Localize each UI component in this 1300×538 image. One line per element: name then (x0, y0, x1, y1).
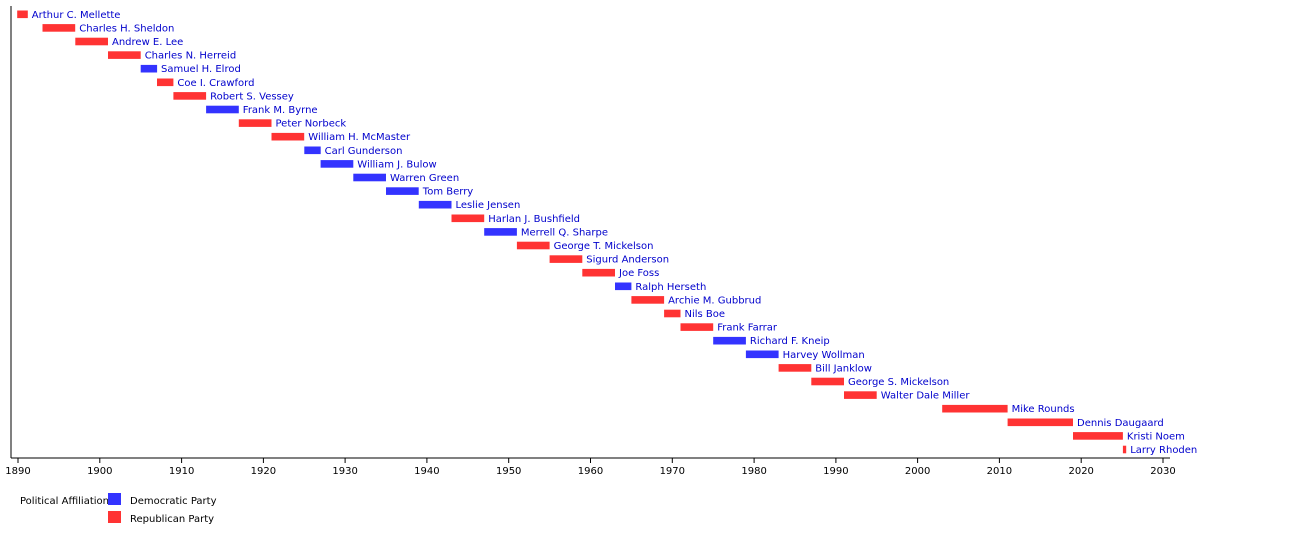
bar-label-william-j-bulow: William J. Bulow (357, 159, 436, 170)
bar-bill-janklow (778, 364, 812, 372)
bar-carl-gunderson (304, 146, 321, 155)
bar-label-larry-rhoden: Larry Rhoden (1130, 445, 1197, 456)
bar-leslie-jensen (418, 200, 452, 209)
bar-label-george-s-mickelson: George S. Mickelson (848, 377, 949, 388)
bar-label-arthur-c-mellette: Arthur C. Mellette (32, 10, 121, 21)
bar-label-frank-farrar: Frank Farrar (717, 323, 778, 334)
x-tick-label-1910: 1910 (169, 466, 194, 477)
legend-label-republican: Republican Party (130, 514, 214, 525)
bar-robert-s-vessey (173, 92, 207, 100)
x-tick-label-1890: 1890 (5, 466, 30, 477)
bar-ralph-herseth (615, 282, 632, 291)
x-tick-label-1930: 1930 (332, 466, 357, 477)
bar-frank-farrar (680, 323, 714, 331)
bar-larry-rhoden (1122, 445, 1127, 454)
x-tick-label-1960: 1960 (578, 466, 603, 477)
bar-label-warren-green: Warren Green (390, 173, 459, 184)
bar-label-richard-f-kneip: Richard F. Kneip (750, 336, 830, 347)
bar-charles-n-herreid (108, 51, 141, 59)
bar-label-nils-boe: Nils Boe (685, 309, 726, 320)
bar-william-h-mcmaster (271, 132, 305, 141)
bar-peter-norbeck (238, 119, 272, 127)
bar-label-bill-janklow: Bill Janklow (815, 363, 872, 374)
bar-nils-boe (664, 309, 681, 318)
x-tick-label-2010: 2010 (987, 466, 1012, 477)
bar-dennis-daugaard (1007, 418, 1073, 427)
bar-kristi-noem (1073, 432, 1123, 440)
bar-label-kristi-noem: Kristi Noem (1127, 431, 1185, 442)
bar-label-sigurd-anderson: Sigurd Anderson (586, 255, 669, 266)
bar-label-archie-m-gubbrud: Archie M. Gubbrud (668, 295, 761, 306)
bar-george-t-mickelson (516, 241, 550, 250)
legend-title: Political Affiliation: (20, 496, 112, 507)
bar-label-charles-n-herreid: Charles N. Herreid (145, 51, 237, 62)
bar-label-walter-dale-miller: Walter Dale Miller (881, 391, 971, 402)
bar-label-samuel-h-elrod: Samuel H. Elrod (161, 64, 241, 75)
x-tick-label-2000: 2000 (905, 466, 930, 477)
bar-samuel-h-elrod (140, 64, 158, 73)
x-tick-label-1970: 1970 (660, 466, 685, 477)
bar-archie-m-gubbrud (631, 296, 665, 304)
bar-sigurd-anderson (549, 255, 583, 263)
bar-william-j-bulow (320, 160, 354, 168)
legend: Political Affiliation: Democratic Party … (20, 493, 217, 525)
x-tick-label-1900: 1900 (87, 466, 112, 477)
bar-label-ralph-herseth: Ralph Herseth (635, 282, 706, 293)
bar-richard-f-kneip (713, 336, 746, 345)
legend-swatch-republican (108, 511, 121, 523)
bar-label-peter-norbeck: Peter Norbeck (276, 119, 347, 130)
bar-charles-h-sheldon (42, 24, 76, 32)
bar-tom-berry (386, 187, 419, 195)
bar-label-merrell-q-sharpe: Merrell Q. Sharpe (521, 227, 608, 238)
bar-arthur-c-mellette (17, 10, 28, 19)
bar-walter-dale-miller (844, 391, 877, 399)
bar-andrew-e-lee (75, 37, 108, 46)
x-tick-label-1950: 1950 (496, 466, 521, 477)
bar-harlan-j-bushfield (451, 214, 485, 223)
bar-label-joe-foss: Joe Foss (618, 268, 659, 279)
bar-label-mike-rounds: Mike Rounds (1012, 404, 1075, 415)
x-tick-label-1920: 1920 (251, 466, 276, 477)
bar-merrell-q-sharpe (484, 228, 517, 236)
bar-label-george-t-mickelson: George T. Mickelson (554, 241, 654, 252)
bar-frank-m-byrne (206, 105, 239, 114)
bar-label-william-h-mcmaster: William H. McMaster (308, 132, 411, 143)
bar-label-leslie-jensen: Leslie Jensen (456, 200, 521, 211)
bar-george-s-mickelson (811, 377, 844, 386)
bar-label-coe-i-crawford: Coe I. Crawford (177, 78, 254, 89)
bar-label-charles-h-sheldon: Charles H. Sheldon (79, 23, 174, 34)
x-tick-label-1990: 1990 (823, 466, 848, 477)
bar-label-andrew-e-lee: Andrew E. Lee (112, 37, 183, 48)
bar-label-robert-s-vessey: Robert S. Vessey (210, 91, 294, 102)
legend-label-democratic: Democratic Party (130, 496, 217, 507)
bar-label-harvey-wollman: Harvey Wollman (783, 350, 865, 361)
bar-joe-foss (582, 268, 615, 277)
x-tick-label-1940: 1940 (414, 466, 439, 477)
bars-group: Arthur C. Mellette Charles H. Sheldon Andr… (17, 10, 1197, 456)
bar-label-dennis-daugaard: Dennis Daugaard (1077, 418, 1164, 429)
x-axis-ticks: 1890 1900 1910 1920 1930 1940 1950 1960 1970 1980… (5, 458, 1176, 477)
bar-coe-i-crawford (157, 78, 174, 87)
bar-mike-rounds (942, 404, 1008, 413)
bar-harvey-wollman (745, 350, 779, 359)
x-tick-label-2030: 2030 (1150, 466, 1175, 477)
legend-swatch-democratic (108, 493, 121, 505)
bar-label-frank-m-byrne: Frank M. Byrne (243, 105, 318, 116)
x-tick-label-1980: 1980 (741, 466, 766, 477)
bar-label-harlan-j-bushfield: Harlan J. Bushfield (488, 214, 580, 225)
bar-warren-green (353, 173, 386, 182)
bar-label-tom-berry: Tom Berry (422, 187, 474, 198)
x-tick-label-2020: 2020 (1068, 466, 1093, 477)
bar-label-carl-gunderson: Carl Gunderson (325, 146, 403, 157)
